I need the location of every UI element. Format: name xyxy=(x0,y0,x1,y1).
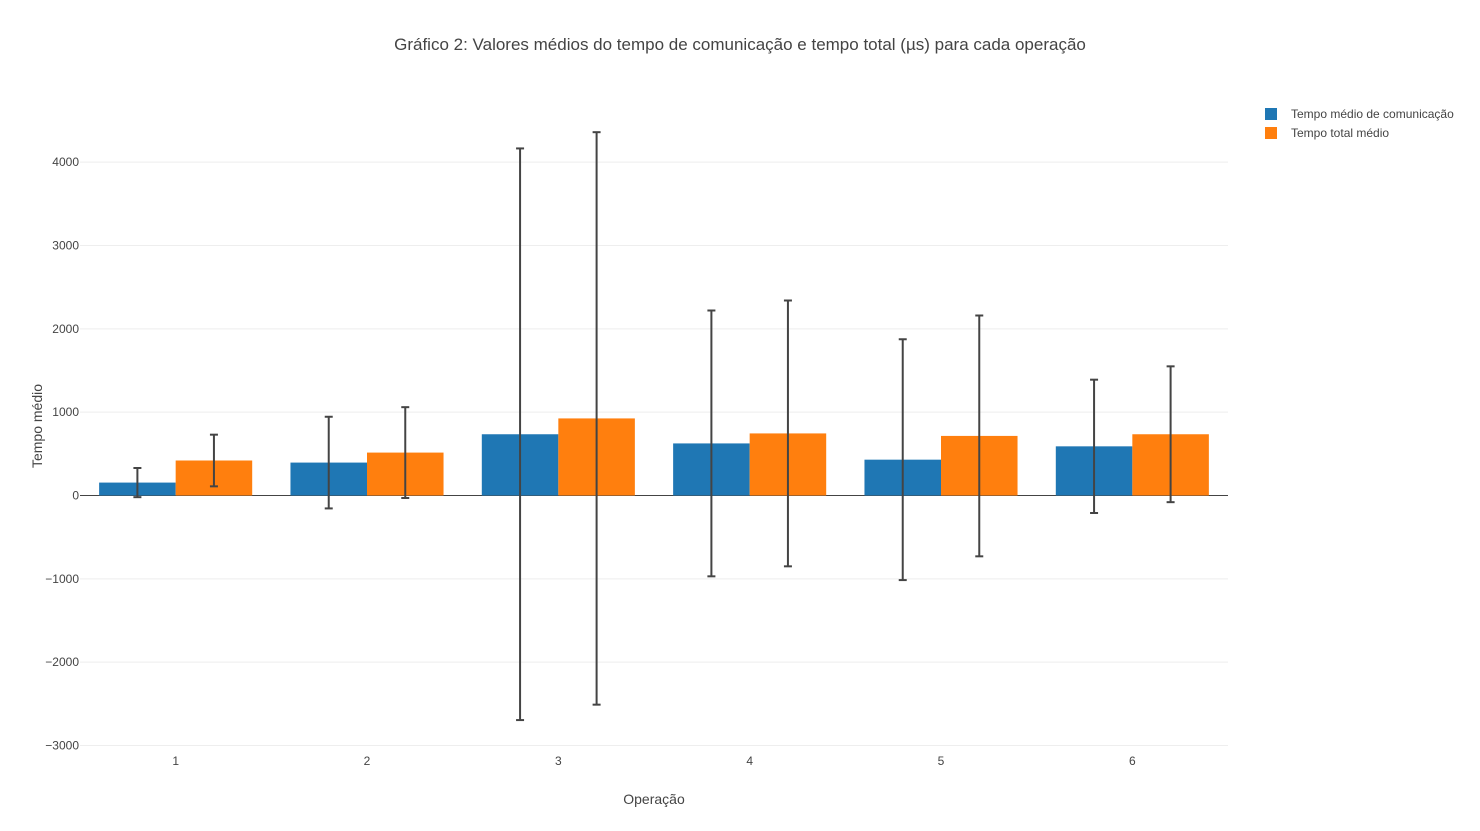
x-axis-ticks: 1 2 3 4 5 6 xyxy=(172,754,1136,768)
x-axis-title: Operação xyxy=(623,791,685,807)
error-bar xyxy=(516,147,525,722)
error-bar xyxy=(975,314,984,558)
x-tick-label: 3 xyxy=(555,754,562,768)
error-bar xyxy=(133,467,142,499)
y-axis-title: Tempo médio xyxy=(29,384,45,468)
error-bar xyxy=(783,299,792,568)
legend-label: Tempo médio de comunicação xyxy=(1291,107,1454,121)
y-tick-label: 1000 xyxy=(52,405,79,419)
y-tick-label: −2000 xyxy=(45,655,79,669)
error-bar xyxy=(1166,365,1175,504)
error-bar xyxy=(592,131,601,706)
y-tick-label: 0 xyxy=(72,489,79,503)
y-tick-label: 4000 xyxy=(52,155,79,169)
x-tick-label: 1 xyxy=(172,754,179,768)
grid-layer xyxy=(80,161,1228,746)
legend-item[interactable]: Tempo total médio xyxy=(1265,126,1389,140)
bars-layer xyxy=(99,418,1209,496)
error-bar xyxy=(707,309,716,578)
y-tick-label: 2000 xyxy=(52,322,79,336)
error-bar xyxy=(1090,378,1099,514)
legend-swatch xyxy=(1265,108,1277,120)
error-bar xyxy=(898,338,907,582)
error-bar xyxy=(324,415,333,510)
error-bar xyxy=(401,406,410,499)
x-tick-label: 6 xyxy=(1129,754,1136,768)
y-tick-label: 3000 xyxy=(52,239,79,253)
legend-item[interactable]: Tempo médio de comunicação xyxy=(1265,107,1454,121)
error-bars-layer xyxy=(133,131,1175,722)
error-bar xyxy=(209,433,218,488)
legend: Tempo médio de comunicação Tempo total mé… xyxy=(1265,107,1454,140)
legend-label: Tempo total médio xyxy=(1291,126,1389,140)
x-tick-label: 4 xyxy=(746,754,753,768)
legend-swatch xyxy=(1265,127,1277,139)
chart-title: Gráfico 2: Valores médios do tempo de co… xyxy=(394,35,1086,54)
y-tick-label: −3000 xyxy=(45,738,79,752)
x-tick-label: 5 xyxy=(938,754,945,768)
y-axis-ticks: −3000 −2000 −1000 0 1000 2000 3000 4000 xyxy=(45,155,79,752)
x-tick-label: 2 xyxy=(364,754,371,768)
y-tick-label: −1000 xyxy=(45,572,79,586)
